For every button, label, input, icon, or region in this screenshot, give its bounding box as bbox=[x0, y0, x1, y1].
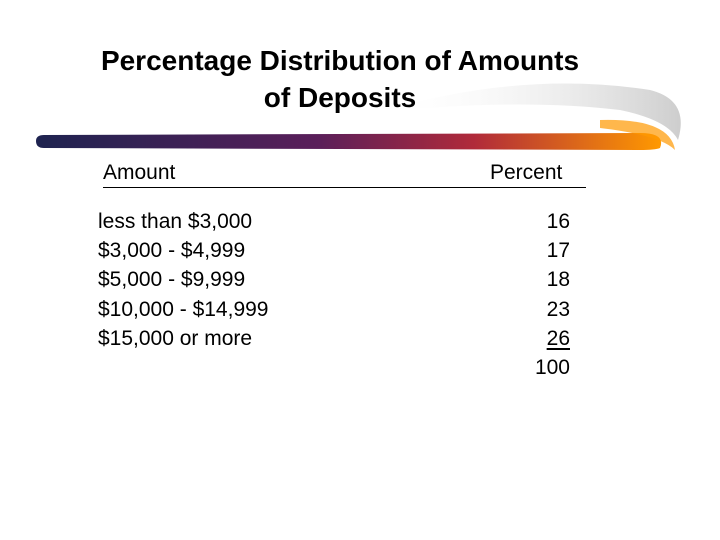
amount-row: $3,000 - $4,999 bbox=[98, 239, 246, 263]
amount-row: $5,000 - $9,999 bbox=[98, 268, 246, 292]
percent-row: 23 bbox=[546, 297, 570, 321]
page-title: Percentage Distribution of Amounts of De… bbox=[40, 42, 640, 116]
percent-row-last: 26 bbox=[546, 326, 570, 350]
title-line-1: Percentage Distribution of Amounts bbox=[100, 45, 580, 76]
amount-column-header: Amount bbox=[103, 161, 176, 184]
title-line-2: of Deposits bbox=[263, 82, 417, 113]
amount-row: $15,000 or more bbox=[98, 326, 253, 350]
percent-row: 18 bbox=[546, 268, 570, 292]
percent-row: 17 bbox=[546, 239, 570, 263]
amount-column: less than $3,000 $3,000 - $4,999 $5,000 … bbox=[98, 207, 268, 353]
percent-column-header: Percent bbox=[490, 161, 563, 184]
percent-column: 16 17 18 23 26 100 bbox=[520, 207, 570, 382]
amount-row: $10,000 - $14,999 bbox=[98, 297, 269, 321]
percent-row: 16 bbox=[546, 210, 570, 233]
percent-total: 100 bbox=[534, 356, 570, 380]
header-underline bbox=[103, 187, 586, 188]
amount-row: less than $3,000 bbox=[98, 210, 253, 233]
